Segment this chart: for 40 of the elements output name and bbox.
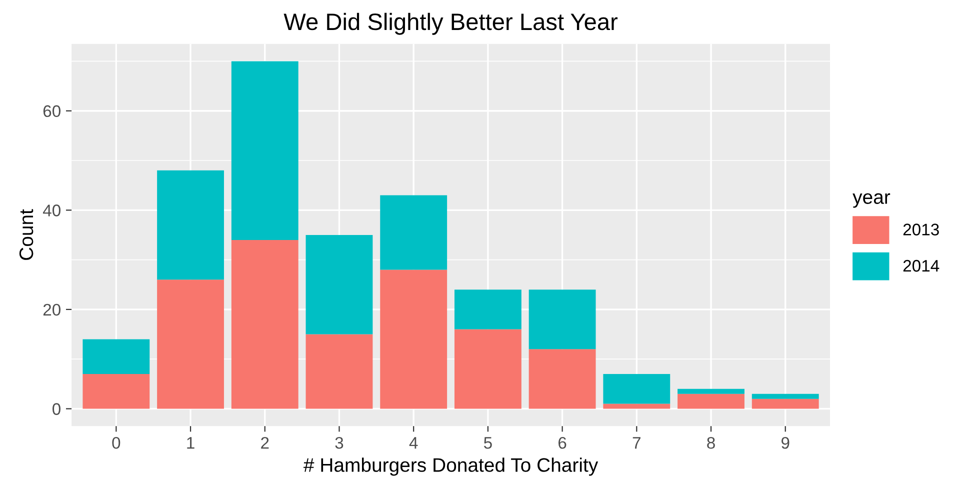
bar <box>380 270 448 409</box>
x-tick-label: 7 <box>632 437 640 449</box>
bar <box>528 290 596 350</box>
bar <box>528 349 596 409</box>
bar <box>306 334 373 409</box>
bar <box>454 329 522 409</box>
x-tick-label: 3 <box>335 436 344 449</box>
bar <box>82 339 150 374</box>
x-tick-label: 0 <box>112 436 120 449</box>
bar <box>678 394 744 409</box>
bar <box>231 61 298 240</box>
legend-label: 2013 <box>903 224 939 236</box>
x-tick-label: 9 <box>782 436 790 449</box>
y-tick-label: 0 <box>52 403 60 415</box>
x-axis-title: # Hamburgers Donated To Charity <box>304 458 598 476</box>
y-tick-label: 60 <box>43 105 60 118</box>
bar <box>752 398 819 409</box>
bar <box>678 388 744 394</box>
bar <box>603 374 670 404</box>
bar <box>603 404 670 409</box>
x-tick-label: 5 <box>484 437 492 449</box>
bar <box>157 170 224 280</box>
bar <box>454 290 522 330</box>
y-tick-label: 40 <box>42 204 60 216</box>
y-tick-label: 20 <box>43 304 60 316</box>
x-tick-label: 2 <box>261 436 269 449</box>
x-tick-label: 6 <box>558 436 566 449</box>
y-axis-title: Count <box>19 209 34 260</box>
bar <box>752 394 819 399</box>
bar <box>380 195 448 270</box>
bar <box>231 240 298 409</box>
legend-title: year <box>852 193 890 208</box>
bar <box>306 234 373 334</box>
legend-label: 2014 <box>903 260 940 272</box>
x-tick-label: 8 <box>707 436 715 449</box>
x-tick-label: 1 <box>187 437 194 449</box>
bar <box>82 374 150 409</box>
chart-title: We Did Slightly Better Last Year <box>284 12 618 35</box>
bar <box>157 280 224 409</box>
x-tick-label: 4 <box>409 437 418 449</box>
